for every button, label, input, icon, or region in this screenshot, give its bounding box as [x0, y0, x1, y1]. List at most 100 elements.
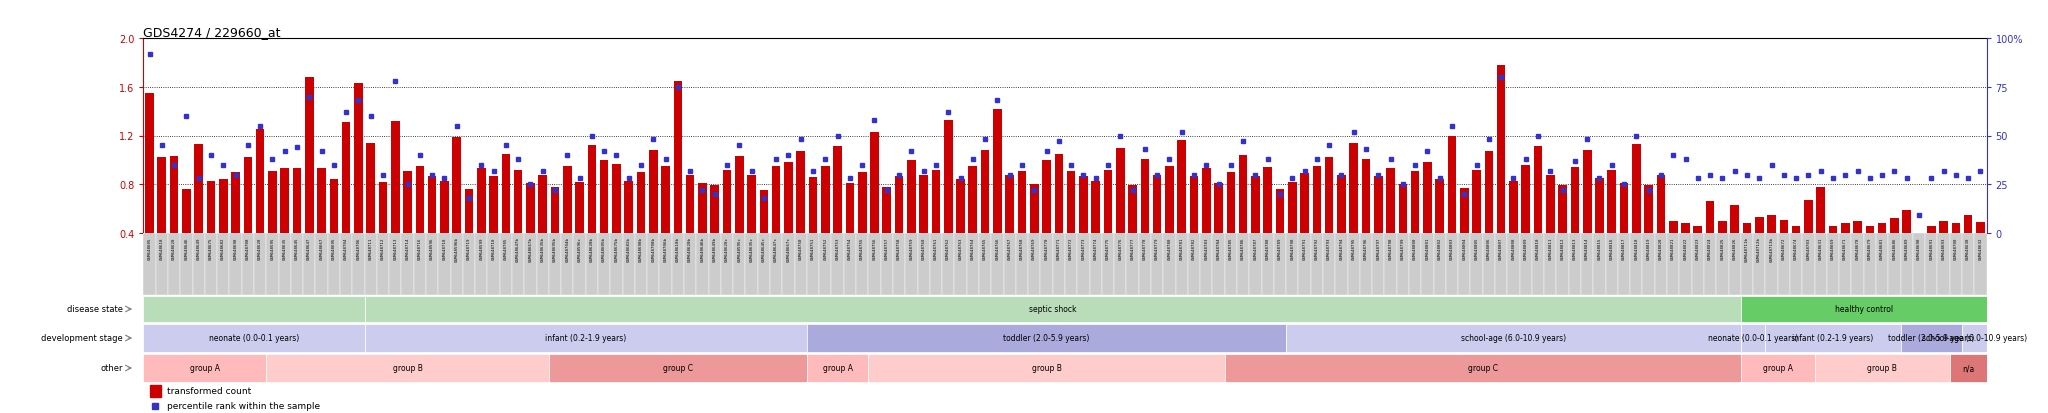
Bar [315, 233, 328, 295]
Text: group A: group A [190, 363, 219, 373]
Bar [143, 354, 266, 382]
Text: GSM648775: GSM648775 [1106, 237, 1110, 259]
Bar [549, 233, 561, 295]
Bar [1520, 233, 1532, 295]
Bar [1790, 233, 1802, 295]
Bar [1374, 176, 1382, 233]
Text: GSM648679: GSM648679 [1868, 237, 1872, 259]
Text: disease state: disease state [66, 305, 123, 314]
Bar [1423, 163, 1432, 233]
Bar [180, 233, 193, 295]
Bar [770, 233, 782, 295]
Text: group C: group C [1468, 363, 1497, 373]
Bar [1522, 165, 1530, 233]
Text: GSM648819: GSM648819 [1647, 237, 1651, 259]
Bar [821, 166, 829, 233]
Bar [1497, 66, 1505, 233]
Text: GSM648790: GSM648790 [1290, 237, 1294, 259]
Bar [698, 184, 707, 233]
Text: GSM648667b: GSM648667b [528, 237, 532, 261]
Bar [1632, 145, 1640, 233]
Bar [414, 233, 426, 295]
Bar [207, 181, 215, 233]
Bar [1225, 233, 1237, 295]
Bar [563, 166, 571, 233]
Bar [451, 233, 463, 295]
Text: GSM648645c: GSM648645c [762, 237, 766, 261]
Text: GSM648756: GSM648756 [872, 237, 877, 259]
Bar [1102, 233, 1114, 295]
Bar [463, 233, 475, 295]
Bar [733, 233, 745, 295]
Bar [1460, 188, 1468, 233]
Bar [1802, 233, 1815, 295]
Bar [905, 233, 918, 295]
Text: GSM648783: GSM648783 [1204, 237, 1208, 259]
Bar [782, 233, 795, 295]
Bar [809, 178, 817, 233]
Bar [266, 354, 549, 382]
Bar [881, 233, 893, 295]
Text: GSM648815: GSM648815 [1597, 237, 1602, 259]
Text: GSM648716: GSM648716 [418, 237, 422, 259]
Bar [354, 84, 362, 233]
Bar [1618, 233, 1630, 295]
Text: GSM648826: GSM648826 [1733, 237, 1737, 259]
Bar [1018, 171, 1026, 233]
Bar [1593, 233, 1606, 295]
Text: development stage: development stage [41, 334, 123, 343]
Bar [1731, 206, 1739, 233]
Text: GSM648700: GSM648700 [1954, 237, 1958, 259]
Text: GSM648686: GSM648686 [1892, 237, 1896, 259]
Bar [1362, 159, 1370, 233]
Bar [539, 175, 547, 233]
Bar [281, 169, 289, 233]
Bar [170, 157, 178, 233]
Bar [1397, 233, 1409, 295]
Bar [500, 233, 512, 295]
Bar [573, 233, 586, 295]
Text: GSM648691: GSM648691 [1929, 237, 1933, 259]
Bar [1741, 354, 1815, 382]
Text: GSM648763: GSM648763 [958, 237, 963, 259]
Text: GSM648766: GSM648766 [995, 237, 999, 259]
Bar [365, 296, 1741, 323]
Bar [1901, 324, 1962, 353]
Bar [674, 81, 682, 233]
Text: GSM648719: GSM648719 [467, 237, 471, 259]
Bar [428, 176, 436, 233]
Bar [303, 233, 315, 295]
Bar [870, 133, 879, 233]
Text: GSM648794: GSM648794 [1339, 237, 1343, 259]
Bar [242, 233, 254, 295]
Bar [1350, 143, 1358, 233]
Bar [598, 233, 610, 295]
Text: toddler (2.0-5.9 years): toddler (2.0-5.9 years) [1004, 334, 1090, 343]
Text: GSM648805: GSM648805 [1475, 237, 1479, 259]
Bar [1829, 226, 1837, 233]
Bar [932, 170, 940, 233]
Bar [1925, 233, 1937, 295]
Text: GSM648789: GSM648789 [1278, 237, 1282, 259]
Bar [150, 385, 160, 396]
Bar [1055, 154, 1063, 233]
Text: GSM648780: GSM648780 [1167, 237, 1171, 259]
Bar [1225, 354, 1741, 382]
Bar [1815, 354, 1950, 382]
Bar [195, 145, 203, 233]
Text: GSM648785: GSM648785 [1229, 237, 1233, 259]
Bar [1053, 233, 1065, 295]
Text: GSM648596b: GSM648596b [455, 237, 459, 261]
Text: GSM648795: GSM648795 [1352, 237, 1356, 259]
Text: GSM648771: GSM648771 [1057, 237, 1061, 259]
Bar [1743, 224, 1751, 233]
Text: GSM648706: GSM648706 [356, 237, 360, 259]
Bar [1384, 233, 1397, 295]
Text: GSM648628: GSM648628 [258, 237, 262, 259]
Bar [1298, 233, 1311, 295]
Bar [1804, 201, 1812, 233]
Text: GSM648812: GSM648812 [1561, 237, 1565, 259]
Text: group A: group A [823, 363, 852, 373]
Text: GSM648817: GSM648817 [1622, 237, 1626, 259]
Bar [489, 176, 498, 233]
